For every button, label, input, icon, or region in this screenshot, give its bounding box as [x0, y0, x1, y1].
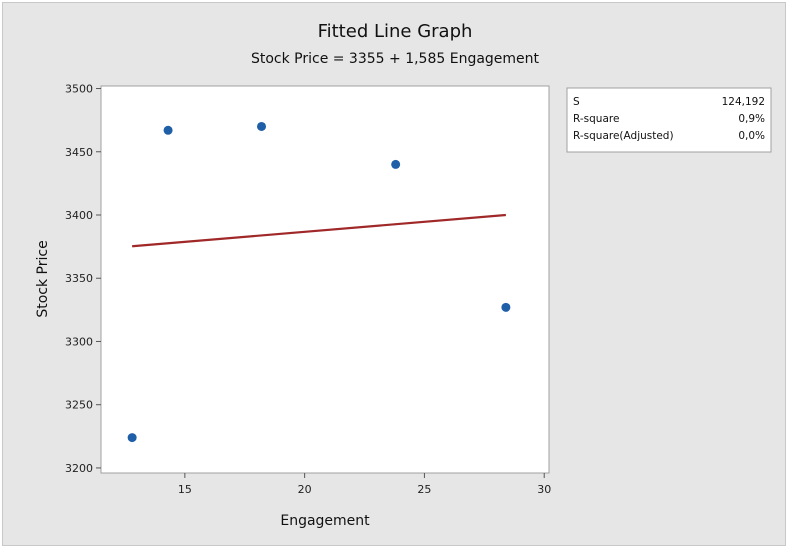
data-point-1 [127, 433, 137, 443]
stat-value: 124,192 [722, 96, 765, 108]
y-tick-label: 3250 [65, 399, 93, 412]
x-tick-label: 20 [298, 483, 312, 496]
stat-label: R-square [573, 113, 619, 125]
stat-value: 0,0% [738, 130, 765, 142]
stats-table-box [566, 87, 772, 153]
chart-title: Fitted Line Graph [318, 21, 473, 42]
data-point-4 [391, 159, 401, 169]
data-point-5 [501, 302, 511, 312]
fitted-regression-line [132, 213, 506, 248]
chart-subtitle: Stock Price = 3355 + 1,585 Engagement [251, 51, 540, 67]
stat-label: S [573, 96, 580, 108]
data-points [127, 121, 511, 443]
fitted-line-chart: Fitted Line Graph Stock Price = 3355 + 1… [35, 21, 772, 529]
x-tick-label: 25 [417, 483, 431, 496]
x-axis-ticks: 15 20 25 30 [178, 473, 551, 496]
data-point-2 [163, 125, 173, 135]
data-point-3 [257, 121, 267, 131]
y-tick-label: 3400 [65, 209, 93, 222]
y-tick-label: 3500 [65, 83, 93, 96]
plot-area [100, 85, 550, 474]
stat-label: R-square(Adjusted) [573, 130, 674, 142]
y-tick-label: 3350 [65, 272, 93, 285]
x-tick-label: 15 [178, 483, 192, 496]
y-tick-label: 3200 [65, 462, 93, 475]
stat-value: 0,9% [738, 113, 765, 125]
y-axis-ticks: 3200 3250 3300 3350 3400 3450 3500 [65, 83, 101, 475]
x-tick-label: 30 [537, 483, 551, 496]
x-axis-label: Engagement [280, 513, 370, 529]
regression-stats-table: S 124,192 R-square 0,9% R-square(Adjusted) 0,… [566, 87, 772, 153]
y-tick-label: 3450 [65, 146, 93, 159]
y-tick-label: 3300 [65, 335, 93, 348]
y-axis-label: Stock Price [35, 240, 51, 317]
